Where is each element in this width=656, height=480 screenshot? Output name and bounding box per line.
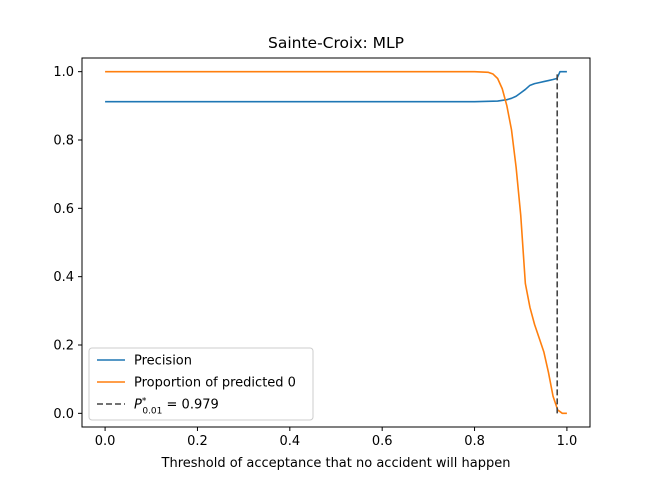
y-tick-label: 1.0 [53, 65, 74, 80]
x-tick-label: 0.6 [372, 434, 393, 449]
legend-label-2: Proportion of predicted 0 [134, 376, 296, 391]
series-line-2 [105, 70, 567, 415]
y-tick-label: 0.4 [53, 270, 74, 285]
chart-title: Sainte-Croix: MLP [268, 34, 404, 52]
y-tick-label: 0.2 [53, 339, 74, 354]
x-axis-ticks: 0.0 0.2 0.4 0.6 0.8 1.0 [95, 427, 578, 449]
y-tick-label: 0.8 [53, 134, 74, 149]
y-tick-label: 0.0 [53, 407, 74, 422]
plot-frame [81, 57, 591, 428]
series-layer [105, 70, 567, 415]
legend: Precision Proportion of predicted 0 P* 0.01… [88, 347, 314, 421]
legend-box [88, 347, 314, 421]
x-tick-label: 0.8 [464, 434, 485, 449]
y-tick-label: 0.6 [53, 202, 74, 217]
series-line-1 [105, 70, 567, 103]
x-tick-label: 0.4 [279, 434, 300, 449]
x-axis-label: Threshold of acceptance that no accident… [161, 456, 511, 471]
legend-label-3: P* 0.01 = 0.979 [134, 397, 219, 417]
y-axis-ticks: 0.0 0.2 0.4 0.6 0.8 1.0 [53, 65, 82, 422]
legend-label-1: Precision [134, 354, 192, 369]
x-tick-label: 0.2 [187, 434, 208, 449]
x-tick-label: 1.0 [557, 434, 578, 449]
x-tick-label: 0.0 [95, 434, 116, 449]
